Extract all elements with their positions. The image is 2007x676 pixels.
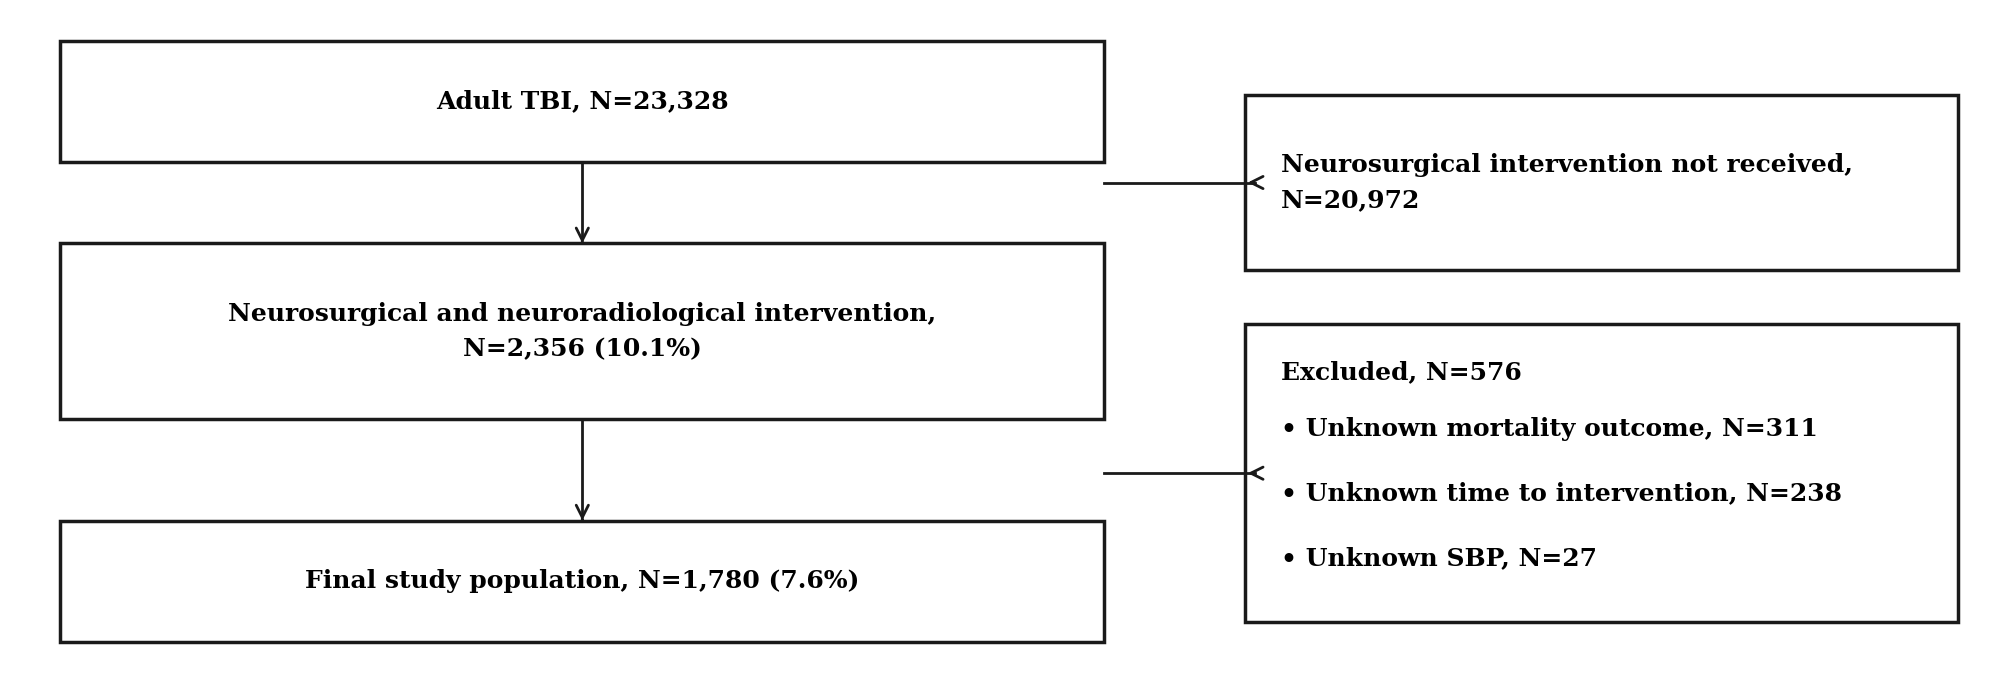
Text: Neurosurgical intervention not received,
N=20,972: Neurosurgical intervention not received,…	[1280, 153, 1852, 212]
FancyBboxPatch shape	[60, 41, 1104, 162]
FancyBboxPatch shape	[1244, 95, 1957, 270]
Text: Adult TBI, N=23,328: Adult TBI, N=23,328	[436, 89, 729, 114]
Text: Final study population, N=1,780 (7.6%): Final study population, N=1,780 (7.6%)	[305, 569, 859, 594]
FancyBboxPatch shape	[60, 243, 1104, 419]
Text: Neurosurgical and neuroradiological intervention,
N=2,356 (10.1%): Neurosurgical and neuroradiological inte…	[229, 301, 935, 361]
Text: • Unknown mortality outcome, N=311: • Unknown mortality outcome, N=311	[1280, 417, 1816, 441]
FancyBboxPatch shape	[60, 521, 1104, 642]
Text: • Unknown time to intervention, N=238: • Unknown time to intervention, N=238	[1280, 481, 1840, 506]
Text: • Unknown SBP, N=27: • Unknown SBP, N=27	[1280, 546, 1596, 570]
FancyBboxPatch shape	[1244, 324, 1957, 622]
Text: Excluded, N=576: Excluded, N=576	[1280, 360, 1521, 384]
